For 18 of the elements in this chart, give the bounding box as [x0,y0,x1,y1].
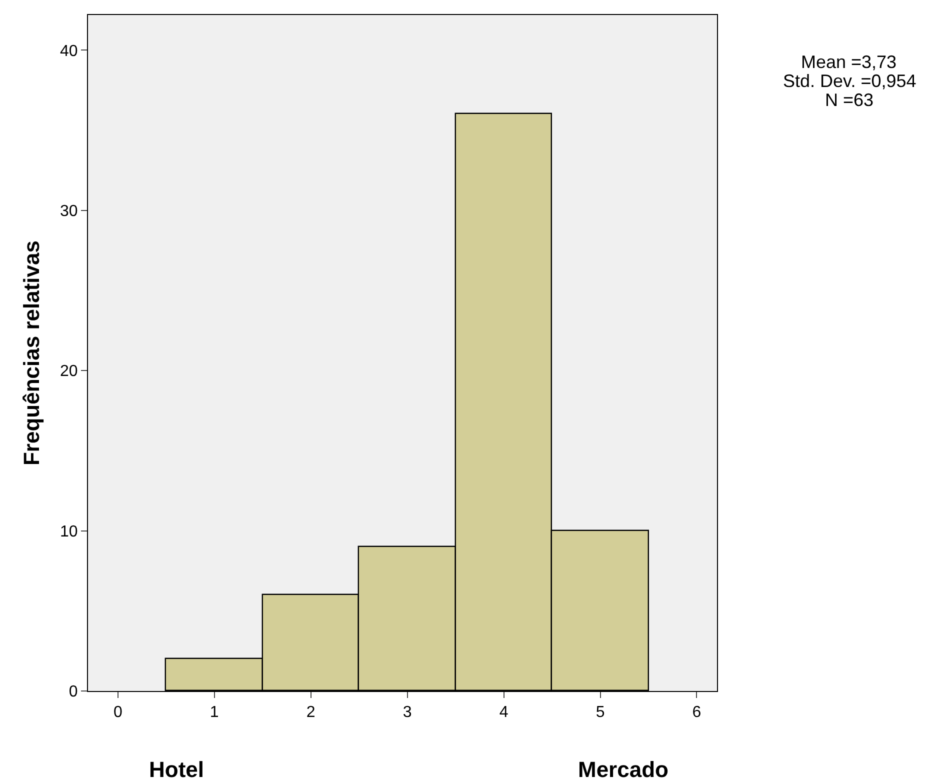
y-tick-label: 30 [60,203,78,220]
x-tick-label: 4 [499,704,508,722]
x-tick-label: 6 [692,704,702,722]
x-tick-label: 1 [210,704,219,722]
x-tick-label: 0 [113,704,122,722]
y-axis-title: Frequências relativas [18,240,44,466]
y-tick-label: 40 [60,42,78,60]
y-tick-label: 20 [60,363,78,380]
text: Std. Dev. =0,954 [783,71,916,91]
y-tick-label: 10 [60,523,78,540]
text: Mercado [578,757,668,780]
x-tick-label: 5 [596,704,605,722]
y-tick-label: 0 [68,684,78,701]
text: N =63 [825,90,874,110]
x-tick-label: 3 [402,704,412,722]
x-tick-label: 2 [306,704,316,722]
text: Hotel [149,757,204,780]
text: Mean =3,73 [801,52,897,72]
